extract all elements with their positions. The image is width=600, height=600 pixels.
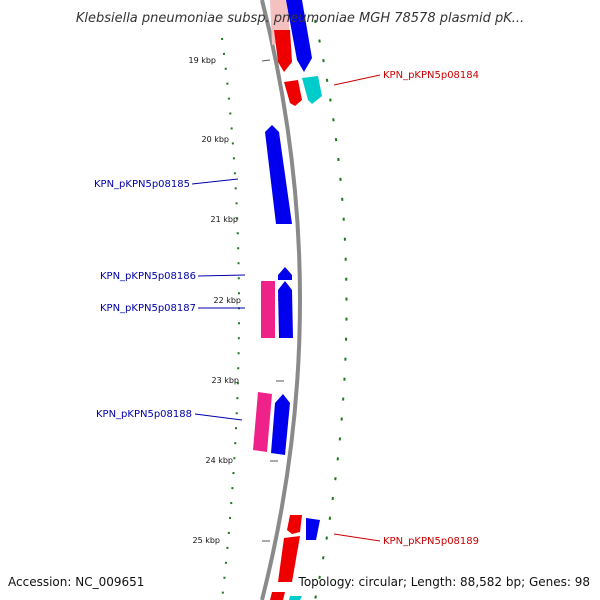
tick-label-23kbp: 23 kbp [211,376,239,385]
gene-arrow-08187-blue [278,281,293,338]
gene-arrow-08189-red-b [278,536,300,582]
gene-arrow-08189-red-a [287,515,302,534]
backbone-arc [260,0,302,600]
gene-label-08188: KPN_pKPN5p08188 [96,409,192,420]
gene-label-08187: KPN_pKPN5p08187 [100,303,196,314]
gene-label-08189: KPN_pKPN5p08189 [383,536,479,547]
gene-arrow-bottom-red [270,592,285,600]
tick-label-22kbp: 22 kbp [213,296,241,305]
accession-text: Accession: NC_009651 [8,575,144,589]
gene-label-08184: KPN_pKPN5p08184 [383,70,479,81]
tick-label-20kbp: 20 kbp [201,135,229,144]
gene-arrow-08186 [278,267,292,280]
gene-arrow-top-red [274,30,292,72]
gene-08187-pink [261,281,275,338]
gene-arrow-08185 [265,125,292,224]
tick-label-19kbp: 19 kbp [188,56,216,65]
topology-text: Topology: circular; Length: 88,582 bp; G… [298,575,590,589]
gene-arrow-top-blue [286,0,312,72]
gene-label-08186: KPN_pKPN5p08186 [100,271,196,282]
gene-arrow-08184-red [284,80,302,106]
gene-arrow-08184-cyan [302,76,322,104]
gene-label-08185: KPN_pKPN5p08185 [94,179,190,190]
gene-arrow-bottom-cyan [289,596,302,600]
gene-arrow-08188-blue [271,394,290,455]
tick-label-21kbp: 21 kbp [210,215,238,224]
gene-arrow-08189-blue [306,518,320,540]
tick-label-25kbp: 25 kbp [192,536,220,545]
map-title: Klebsiella pneumoniae subsp. pneumoniae … [76,11,524,26]
gene-features [253,0,322,600]
gc-track-inner [221,37,240,600]
tick-label-24kbp: 24 kbp [205,456,233,465]
label-leaders [191,74,381,542]
gc-track-outer [314,19,348,600]
gene-08188-pink [253,392,272,452]
